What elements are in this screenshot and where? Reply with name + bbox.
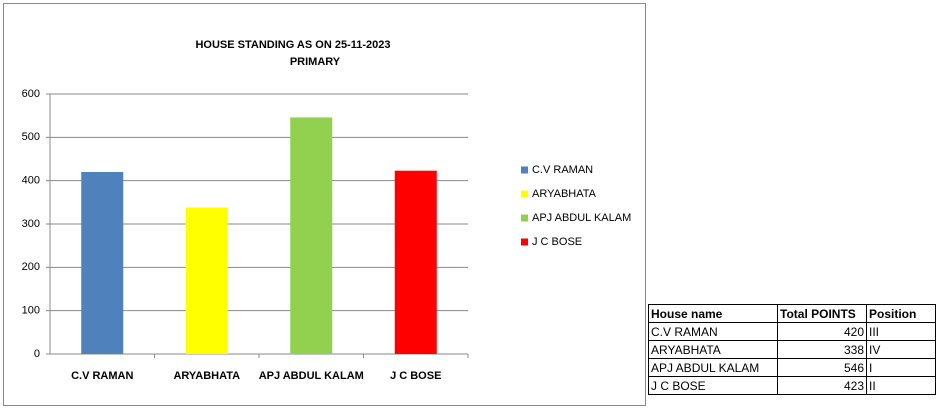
table-cell: III <box>866 322 936 341</box>
table-cell: ARYABHATA <box>648 340 778 359</box>
y-tick-label: 0 <box>34 348 40 360</box>
header-cell: Total POINTS <box>777 304 867 323</box>
x-tick-label: J C BOSE <box>390 370 441 382</box>
y-tick-label: 200 <box>22 261 40 273</box>
bar <box>290 117 333 355</box>
table-cell: IV <box>866 340 936 359</box>
header-cell: House name <box>648 304 778 323</box>
table-cell: 423 <box>777 376 867 395</box>
table-body: C.V RAMAN 420 III ARYABHATA 338 IV APJ ABDUL K… <box>648 322 936 395</box>
bar <box>185 207 228 354</box>
chart-title: HOUSE STANDING AS ON 25-11-2023 <box>195 39 390 51</box>
legend-swatch <box>521 214 528 222</box>
table-cell: C.V RAMAN <box>648 322 778 341</box>
table-header: House name Total POINTS Position <box>648 304 936 323</box>
legend-swatch <box>521 238 528 246</box>
y-tick-label: 500 <box>22 131 40 143</box>
table-cell: APJ ABDUL KALAM <box>648 358 778 377</box>
legend-swatch <box>521 166 528 174</box>
y-tick-label: 300 <box>22 218 40 230</box>
legend-label: ARYABHATA <box>532 188 597 200</box>
x-tick-label: APJ ABDUL KALAM <box>259 370 364 382</box>
table-row: C.V RAMAN 420 III <box>648 322 936 341</box>
legend-label: C.V RAMAN <box>532 164 593 176</box>
table-cell: I <box>866 358 936 377</box>
bar <box>394 170 437 354</box>
legend-swatch <box>521 190 528 198</box>
x-tick-label: C.V RAMAN <box>71 370 133 382</box>
bar <box>81 172 124 354</box>
points-table: House name Total POINTS Position C.V RAM… <box>648 304 936 395</box>
x-tick-label: ARYABHATA <box>173 370 240 382</box>
table-row: APJ ABDUL KALAM 546 I <box>648 358 936 377</box>
table-row: J C BOSE 423 II <box>648 376 936 395</box>
legend-label: J C BOSE <box>532 236 582 248</box>
table-cell: 420 <box>777 322 867 341</box>
chart-subtitle: PRIMARY <box>290 56 341 68</box>
y-tick-label: 100 <box>22 305 40 317</box>
table-row: ARYABHATA 338 IV <box>648 340 936 359</box>
table-cell: 546 <box>777 358 867 377</box>
y-tick-label: 400 <box>22 175 40 187</box>
header-cell: Position <box>866 304 936 323</box>
y-tick-label: 600 <box>22 88 40 100</box>
legend-label: APJ ABDUL KALAM <box>532 212 631 224</box>
table-cell: J C BOSE <box>648 376 778 395</box>
table-cell: II <box>866 376 936 395</box>
table-cell: 338 <box>777 340 867 359</box>
